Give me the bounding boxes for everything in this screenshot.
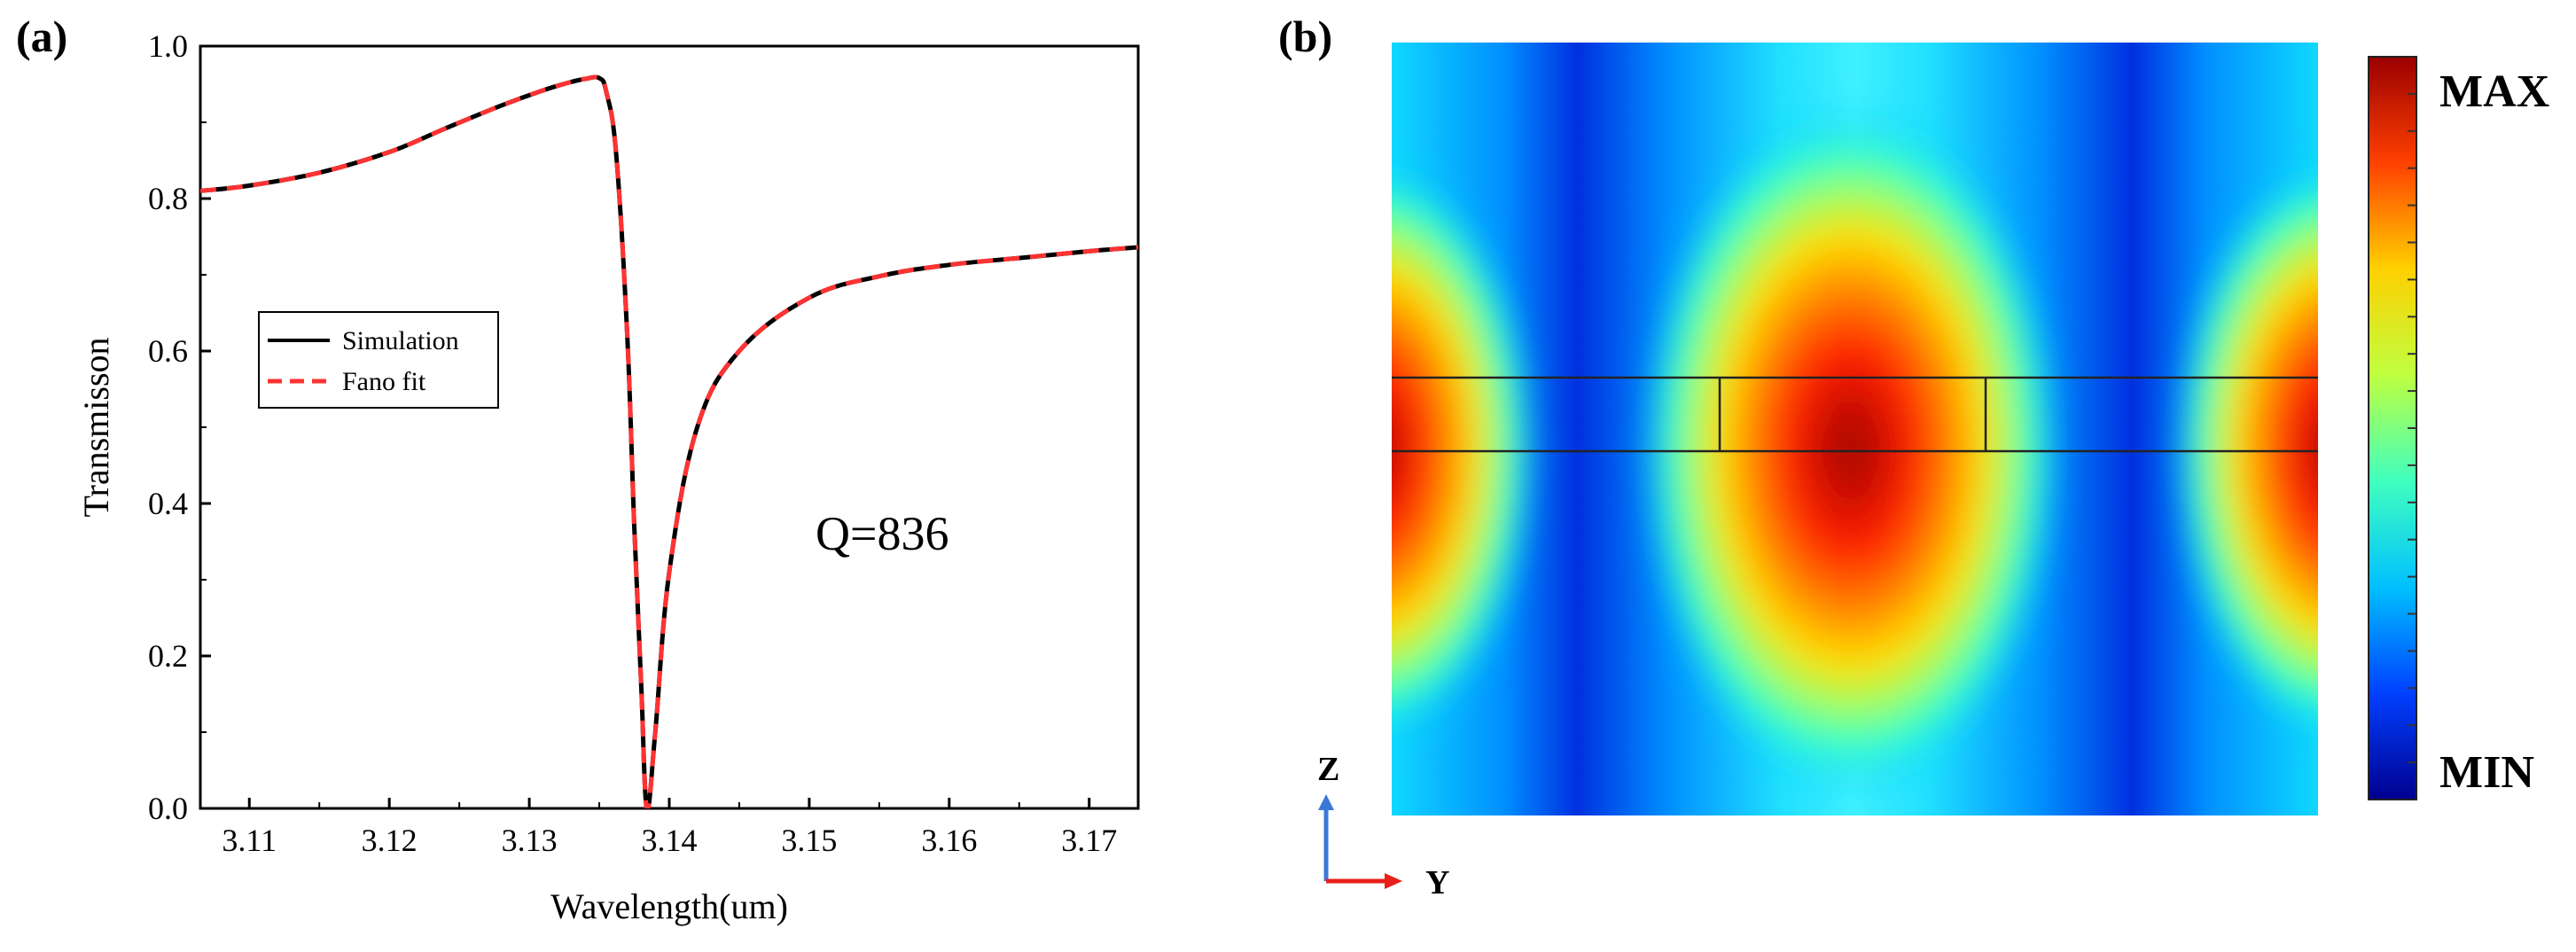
x-tick-label: 3.12 — [362, 823, 418, 858]
panel-label-b: (b) — [1278, 12, 1332, 61]
y-axis-label: Y — [1425, 864, 1449, 901]
colorbar: MAX MIN — [2368, 56, 2549, 800]
axis-direction-indicator: Z Y — [1317, 751, 1449, 901]
x-tick-label: 3.13 — [502, 823, 558, 858]
x-tick-label: 3.17 — [1061, 823, 1117, 858]
q-factor-annotation: Q=836 — [816, 507, 948, 560]
legend-label-simulation: Simulation — [342, 326, 459, 355]
z-axis-label: Z — [1317, 751, 1339, 788]
y-axis-title: Transmisson — [76, 337, 116, 517]
x-tick-label: 3.11 — [222, 823, 277, 858]
panel-label-a: (a) — [16, 12, 67, 61]
x-tick-label: 3.16 — [921, 823, 977, 858]
y-tick-label: 0.8 — [148, 181, 188, 216]
z-arrow-icon — [1318, 794, 1334, 810]
y-tick-label: 0.0 — [148, 791, 188, 826]
y-axis: 0.0 0.2 0.4 0.6 0.8 1.0 — [148, 28, 211, 826]
x-tick-label: 3.15 — [781, 823, 837, 858]
y-arrow-icon — [1385, 873, 1402, 889]
x-axis-title: Wavelength(um) — [550, 886, 788, 926]
colorbar-min-label: MIN — [2439, 747, 2534, 798]
line-chart: 0.00.20.40.60.81.0 3.11 3.12 3.13 3.14 3.15 3… — [76, 28, 1140, 926]
colorbar-max-label: MAX — [2439, 66, 2549, 117]
legend-box — [258, 311, 499, 409]
legend: Simulation Fano fit — [258, 311, 499, 409]
field-heatmap — [1392, 43, 2318, 815]
legend-label-fano-fit: Fano fit — [342, 367, 426, 396]
y-tick-label: 1.0 — [148, 28, 188, 64]
y-tick-label: 0.6 — [148, 333, 188, 369]
y-tick-label: 0.2 — [148, 638, 188, 674]
plot-frame — [199, 44, 1140, 810]
y-tick-label: 0.4 — [148, 486, 188, 521]
x-tick-label: 3.14 — [642, 823, 698, 858]
x-axis: 3.11 3.12 3.13 3.14 3.15 3.16 3.17 — [222, 798, 1117, 858]
series-line-fano-fit — [200, 74, 1138, 808]
series-layer — [200, 74, 1138, 808]
colorbar-ticks — [2408, 92, 2416, 764]
